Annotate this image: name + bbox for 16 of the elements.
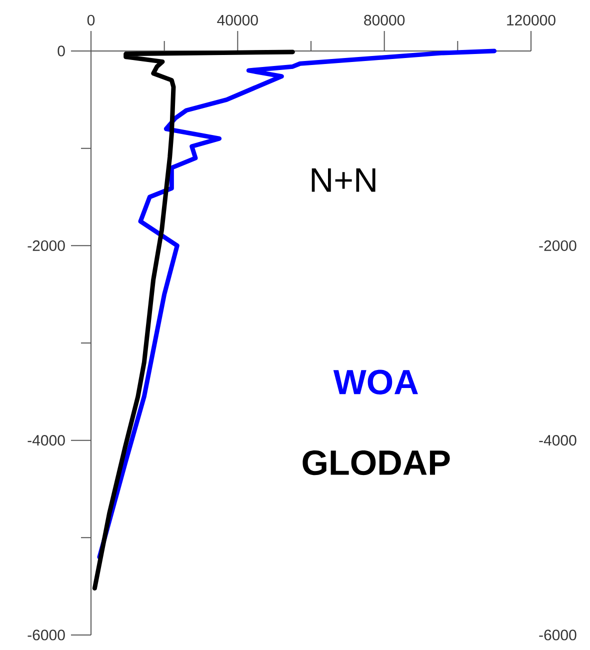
- x-tick-label: 40000: [217, 14, 258, 26]
- line-series: [92, 50, 295, 591]
- x-tick-label: 0: [87, 14, 95, 26]
- x-tick-label: 80000: [364, 14, 405, 26]
- x-tick-label: 120000: [507, 14, 556, 26]
- y-tick-label: -6000: [28, 630, 65, 640]
- text: WOA: [333, 370, 418, 395]
- y-tick-label: 0: [58, 46, 65, 56]
- y2-tick-label: -6000: [539, 630, 576, 640]
- y2-tick-label: -2000: [539, 240, 576, 251]
- y-tick-label: -2000: [28, 240, 65, 251]
- y2-tick-label: -4000: [539, 435, 576, 446]
- y-tick-label: -4000: [28, 435, 65, 446]
- text: N+N: [312, 168, 376, 192]
- line-series: [97, 48, 497, 560]
- text: GLODAP: [302, 450, 450, 476]
